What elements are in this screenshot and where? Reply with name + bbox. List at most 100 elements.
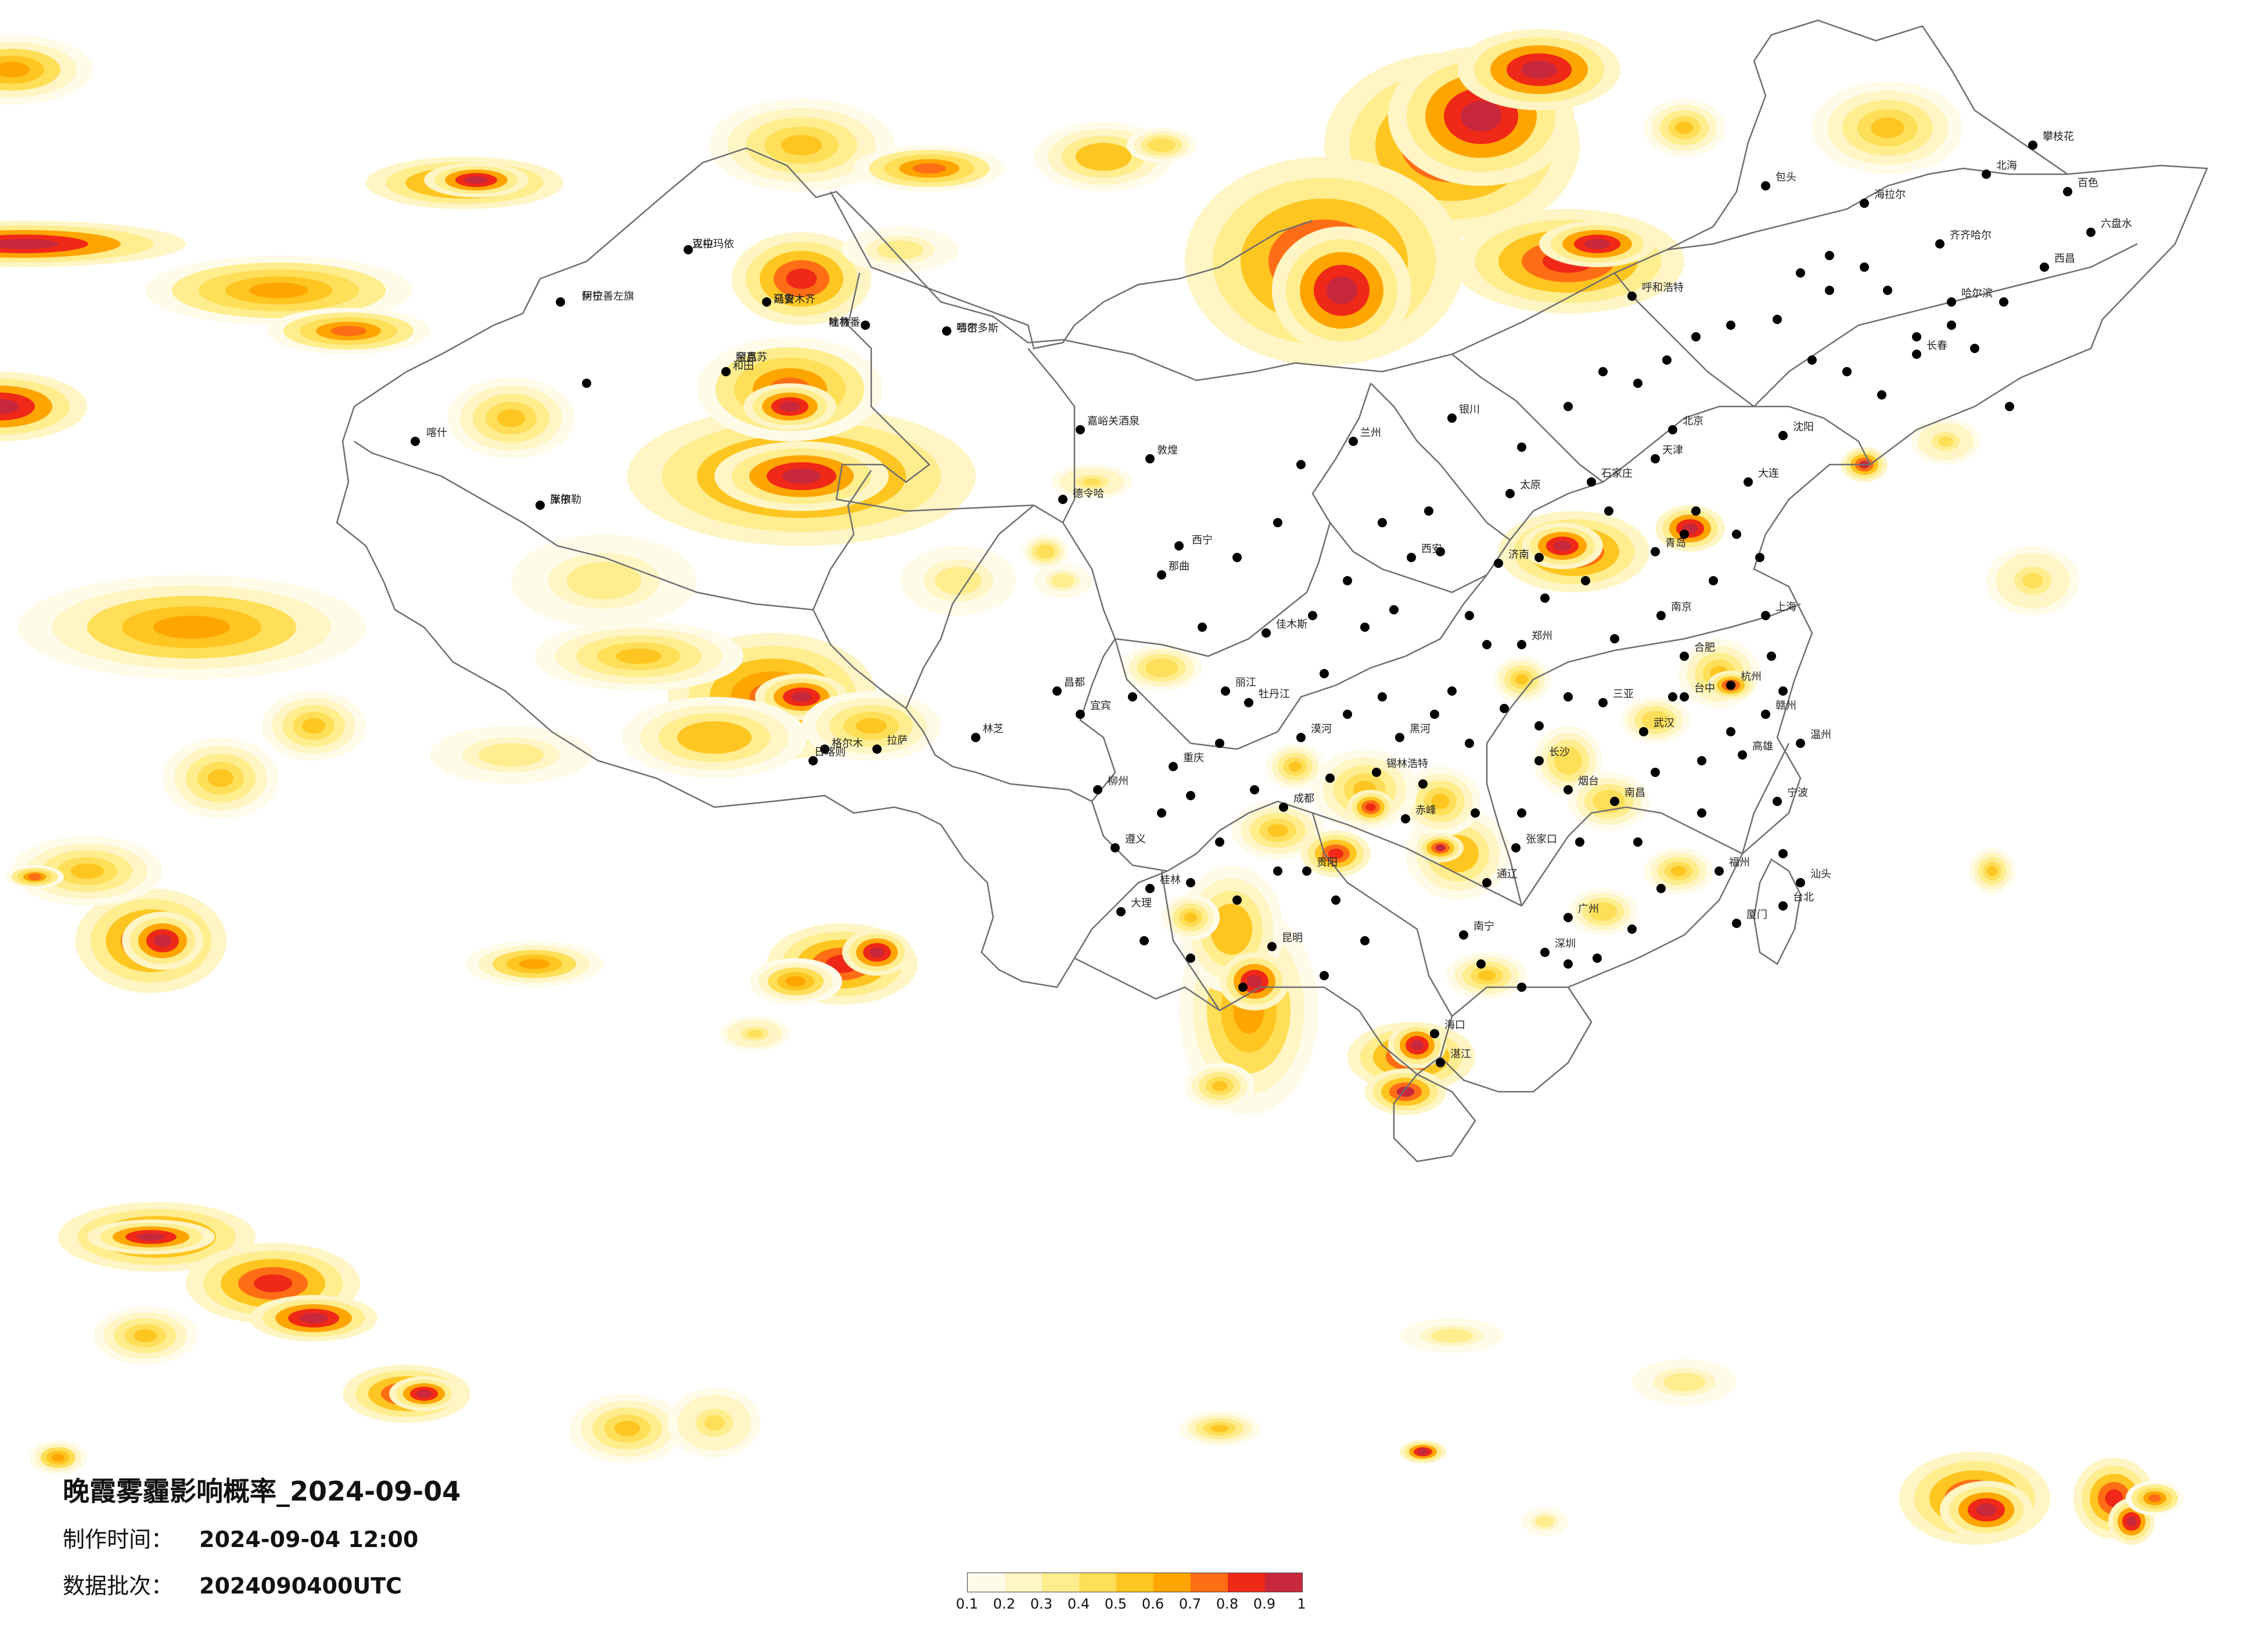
province-boundary (1114, 638, 1406, 750)
city-marker (1076, 425, 1085, 434)
probability-patch (693, 728, 735, 747)
city-label: 兰州 (1360, 427, 1381, 439)
issue-time-value: 2024-09-04 12:00 (199, 1527, 419, 1552)
city-marker (1517, 808, 1526, 818)
city-marker (1744, 477, 1753, 487)
city-marker (1215, 739, 1224, 748)
city-label: 高雄 (1752, 740, 1773, 753)
probability-patch (1435, 844, 1446, 851)
city-marker (1418, 779, 1428, 789)
city-label: 喀什 (426, 427, 447, 439)
city-label: 赤峰 (1415, 804, 1436, 816)
color-legend: 0.1 0.2 0.3 0.4 0.5 0.6 0.7 0.8 0.9 1 (956, 1573, 1306, 1616)
city-label: 嘉峪关酒泉 (1087, 415, 1140, 427)
city-marker (1174, 541, 1184, 551)
city-label: 乌鲁木齐 (774, 293, 815, 305)
probability-patch (330, 326, 366, 336)
city-marker (1116, 907, 1126, 916)
province-boundary (1405, 405, 1754, 657)
city-marker (1912, 350, 1921, 359)
city-label: 敦煌 (1157, 444, 1178, 456)
city-marker (1627, 292, 1637, 301)
probability-patch (1212, 1081, 1228, 1091)
city-label: 西安 (1421, 543, 1442, 555)
probability-patch (1411, 1040, 1424, 1051)
city-label: 福州 (1729, 857, 1750, 869)
city-label: 重庆 (1183, 752, 1204, 764)
city-label: 杭州 (1741, 671, 1762, 683)
probability-patch (1987, 866, 1997, 876)
city-marker (1563, 402, 1573, 411)
city-label: 厦门 (1746, 909, 1767, 921)
legend-swatch-1 (968, 1573, 1005, 1592)
city-label: 北海 (1996, 160, 2017, 172)
city-marker (1563, 959, 1573, 969)
probability-patch (1289, 761, 1302, 772)
city-marker (1883, 286, 1892, 295)
city-marker (1680, 530, 1689, 539)
city-marker (1145, 454, 1155, 463)
city-label: 青岛 (1665, 537, 1686, 549)
probability-patch (1088, 149, 1119, 165)
city-marker (1407, 553, 1416, 562)
probability-patch (1328, 848, 1344, 859)
city-marker (1691, 332, 1701, 341)
city-marker (1465, 739, 1474, 748)
city-marker (1471, 808, 1480, 818)
probability-patch (2022, 573, 2043, 589)
city-label: 桂林 (1160, 874, 1181, 886)
city-marker (1639, 727, 1648, 736)
city-label: 西宁 (1192, 534, 1213, 546)
city-marker (1517, 640, 1526, 649)
city-marker (2005, 402, 2014, 411)
province-boundary (354, 440, 814, 611)
city-label: 拉萨 (887, 735, 908, 747)
city-label: 沈阳 (1793, 421, 1814, 433)
city-marker (1267, 942, 1277, 951)
city-marker (2063, 187, 2072, 196)
probability-patch (1246, 975, 1263, 988)
city-label: 包头 (1775, 171, 1796, 184)
city-marker (1807, 355, 1817, 365)
probability-field (0, 29, 2184, 1545)
legend-colorbar (967, 1573, 1303, 1592)
city-marker (1186, 791, 1195, 800)
city-marker (1610, 634, 1619, 643)
city-marker (1668, 692, 1677, 702)
legend-swatch-9 (1265, 1573, 1302, 1592)
city-label: 牡丹江 (1259, 688, 1290, 700)
city-marker (1215, 837, 1224, 847)
city-marker (1534, 553, 1544, 562)
city-marker (1680, 692, 1689, 702)
city-label: 成都 (1293, 793, 1314, 805)
city-marker (1534, 756, 1544, 765)
city-marker (1825, 251, 1834, 260)
city-marker (1140, 936, 1149, 945)
city-marker (1773, 797, 1782, 806)
probability-patch (781, 135, 822, 156)
city-label: 日喀则 (814, 746, 846, 758)
city-marker (1320, 669, 1329, 678)
probability-patch (302, 718, 325, 734)
city-label: 温州 (1810, 729, 1831, 741)
city-marker (1656, 611, 1666, 620)
city-label: 天津 (1662, 444, 1683, 456)
probability-patch (1267, 824, 1288, 837)
legend-tick-label: 0.3 (1030, 1596, 1053, 1612)
city-marker (1842, 367, 1852, 376)
probability-patch (1595, 906, 1611, 917)
city-marker (1517, 983, 1526, 992)
city-marker (1575, 837, 1584, 847)
city-label: 百色 (2077, 177, 2098, 189)
legend-ticks: 0.1 0.2 0.3 0.4 0.5 0.6 0.7 0.8 0.9 1 (956, 1592, 1306, 1616)
probability-patch (1673, 1377, 1696, 1387)
city-marker (1726, 321, 1735, 330)
city-marker (1668, 425, 1677, 434)
city-label: 海拉尔 (1874, 189, 1906, 201)
probability-patch (0, 62, 30, 78)
province-boundary (1521, 806, 1743, 906)
city-marker (1593, 954, 1602, 963)
data-batch-value: 2024090400UTC (199, 1573, 402, 1599)
legend-tick-label: 0.7 (1178, 1596, 1202, 1612)
city-marker (1157, 570, 1166, 580)
